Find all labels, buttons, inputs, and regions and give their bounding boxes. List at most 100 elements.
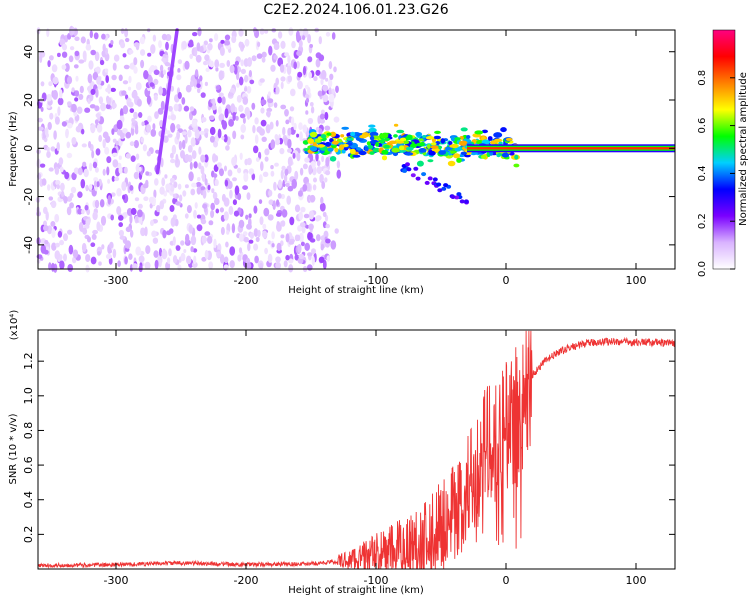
noise-region [35,25,342,273]
noise-cell [66,122,73,129]
noise-cell [67,264,73,272]
noise-cell [125,37,130,43]
noise-cell [170,122,176,133]
noise-cell [319,173,324,184]
noise-cell [319,113,325,120]
noise-cell [71,26,75,35]
spectrogram-y-label: Frequency (Hz) [8,111,19,187]
snr-panel: -300 -200 -100 0 100 0.2 0.4 0.6 0.8 1.0 1.2 Heig… [8,310,676,596]
noise-cell [65,129,69,139]
noise-cell [169,177,175,183]
noise-cell [150,44,156,54]
noise-cell [321,155,325,163]
noise-cell [120,41,126,49]
spectrogram-marks [35,25,675,273]
noise-cell [41,178,47,186]
y-tick-label: 0.6 [22,456,35,474]
x-tick-label: -200 [234,574,259,587]
noise-cell [168,248,172,257]
noise-cell [240,68,246,75]
noise-cell [267,240,271,245]
noise-cell [143,196,149,201]
noise-cell [212,191,218,200]
noise-cell [168,105,173,112]
noise-cell [144,261,151,270]
noise-cell [105,75,109,84]
noise-cell [129,214,133,224]
noise-cell [158,40,162,49]
scattered-signal [302,123,520,205]
noise-cell [243,236,249,243]
noise-cell [298,122,303,131]
noise-cell [238,28,244,37]
noise-cell [207,184,211,191]
noise-cell [110,87,116,92]
noise-cell [190,235,197,246]
noise-cell [238,219,245,229]
noise-cell [61,64,67,70]
noise-cell [280,104,287,110]
signal-cell [493,132,503,138]
noise-cell [159,64,164,72]
noise-cell [110,214,114,221]
noise-cell [324,177,328,183]
noise-cell [237,254,242,262]
signal-cell [396,129,405,134]
signal-cell [324,141,332,147]
noise-cell [57,230,63,238]
noise-cell [234,60,239,66]
noise-cell [227,180,233,190]
noise-cell [259,216,264,226]
noise-cell [190,188,196,196]
noise-cell [275,120,279,127]
noise-cell [69,192,74,199]
signal-cell [405,146,414,151]
signal-cell [346,137,354,141]
noise-cell [153,94,158,101]
noise-cell [112,159,119,168]
noise-cell [165,183,171,191]
noise-cell [93,177,99,182]
noise-cell [261,136,267,142]
noise-cell [296,50,302,57]
signal-cell [320,134,327,139]
y-tick-label: 20 [22,93,35,107]
noise-cell [232,177,237,182]
noise-cell [97,84,103,90]
noise-cell [225,241,229,248]
noise-cell [105,253,112,260]
noise-cell [224,256,229,264]
noise-cell [193,161,198,169]
noise-cell [297,243,302,253]
noise-cell [242,96,249,105]
noise-cell [187,145,193,153]
signal-cell [424,180,430,185]
snr-y-multiplier: (x10⁴) [9,310,20,341]
noise-cell [308,223,314,231]
noise-cell [313,177,317,183]
noise-cell [281,165,286,171]
noise-cell [210,202,215,211]
noise-cell [233,65,238,75]
noise-cell [326,255,331,262]
noise-cell [172,236,176,246]
noise-cell [289,106,295,112]
noise-cell [165,34,172,41]
noise-cell [97,251,101,256]
signal-cell [339,144,345,150]
snr-marks [37,330,676,570]
noise-cell [161,57,167,62]
noise-cell [60,190,65,197]
noise-cell [98,261,102,266]
x-tick-label: -200 [234,274,259,287]
noise-cell [89,30,94,39]
noise-cell [236,82,240,88]
noise-cell [176,131,181,140]
signal-cell [388,140,398,145]
noise-cell [170,114,177,121]
noise-cell [90,49,96,56]
noise-cell [167,133,173,138]
noise-cell [199,75,203,82]
noise-cell [204,154,209,163]
noise-cell [300,206,306,213]
